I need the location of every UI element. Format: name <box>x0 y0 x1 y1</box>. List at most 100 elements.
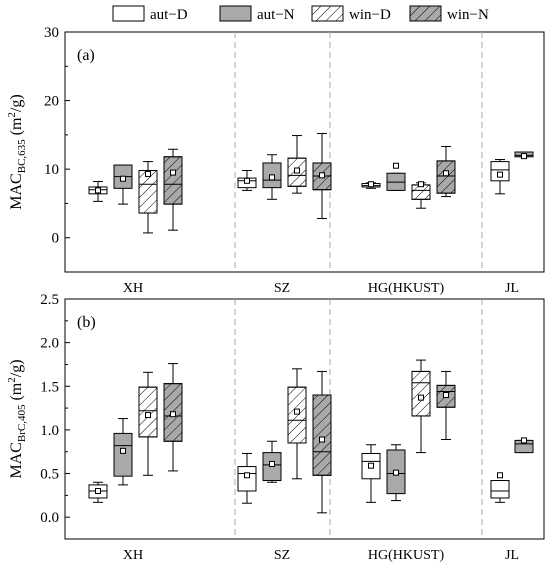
box-mean-marker <box>294 167 300 174</box>
box-hatch <box>436 160 456 194</box>
box-mean-marker <box>368 181 374 188</box>
box-mean-marker <box>497 472 503 479</box>
box-aut-N-JL <box>514 437 534 454</box>
legend-swatch <box>219 5 252 22</box>
box-mean-marker <box>170 411 176 418</box>
box-mean-marker <box>393 469 399 476</box>
box-aut-N-SZ <box>262 154 282 200</box>
legend-label: aut−D <box>150 7 188 23</box>
box-aut-D-SZ <box>237 452 257 504</box>
y-axis-label-main: MAC <box>8 442 25 478</box>
box-mean-marker <box>120 447 126 454</box>
y-axis-label-tail: /g) <box>8 94 25 112</box>
y-tick-label: 2.0 <box>40 336 59 352</box>
box-mean-marker <box>443 392 449 398</box>
box-mean-marker <box>418 181 424 188</box>
x-group-label: HG(HKUST) <box>368 548 445 563</box>
box-win-N-SZ <box>312 132 332 220</box>
y-tick-label: 0.5 <box>40 467 59 483</box>
legend-item: win−D <box>311 5 391 23</box>
y-tick-label: 2.5 <box>40 292 59 308</box>
y-axis-label: MACBC,635 (m2/g) <box>6 94 28 209</box>
box-win-D-HG-HKUST- <box>411 359 431 454</box>
box-hatch <box>138 386 158 438</box>
y-tick-label: 20 <box>44 94 59 110</box>
legend-item: win−N <box>409 5 489 23</box>
legend-label: win−D <box>349 7 391 23</box>
y-tick-label: 30 <box>44 25 59 41</box>
box-aut-N-HG-HKUST- <box>386 444 406 502</box>
box-body <box>113 432 133 477</box>
box-win-D-HG-HKUST- <box>411 181 431 209</box>
box-win-N-HG-HKUST- <box>436 146 456 198</box>
box-mean-marker <box>521 437 527 444</box>
x-group-label: XH <box>123 548 143 563</box>
legend-swatch-hatch <box>311 5 344 22</box>
y-axis-label-unit: (m <box>8 117 25 139</box>
box-mean-marker <box>521 153 527 160</box>
box-aut-D-HG-HKUST- <box>361 444 381 503</box>
panel-a: 0 10 20 30 MACBC,635 (m2/g) (a) XH SZ HG(HKUST) J… <box>6 25 545 296</box>
x-group-label: SZ <box>274 281 290 296</box>
y-axis-label-sup: 2 <box>6 112 18 118</box>
box-mean-marker <box>294 408 300 415</box>
box-mean-marker <box>319 172 325 179</box>
box-mean-marker <box>269 174 275 181</box>
box-mean-marker <box>170 169 176 176</box>
box-mean-marker <box>145 170 151 177</box>
box-aut-D-XH <box>88 180 108 202</box>
panel-b: 0.0 0.5 1.0 1.5 2.0 2.5 MACBrC,405 (m2/g) (b) XH… <box>6 292 545 563</box>
box-body <box>490 480 510 499</box>
box-hatch <box>138 170 158 214</box>
box-mean-marker <box>443 170 449 177</box>
box-mean-marker <box>269 460 275 467</box>
x-group-label: SZ <box>274 548 290 563</box>
box-hatch <box>411 370 431 417</box>
box-body <box>490 161 510 182</box>
box-win-D-XH <box>138 161 158 234</box>
box-mean-marker <box>95 488 101 494</box>
x-group-label: XH <box>123 281 143 296</box>
legend-swatch-hatch <box>409 5 442 22</box>
box-win-N-XH <box>163 148 183 231</box>
y-tick-label: 0 <box>52 231 60 247</box>
box-mean-marker <box>368 462 374 469</box>
box-aut-D-JL <box>490 472 510 503</box>
box-aut-N-HG-HKUST- <box>386 162 406 191</box>
box-mean-marker <box>244 472 250 479</box>
legend-swatch <box>112 5 145 22</box>
box-mean-marker <box>244 177 250 184</box>
y-tick-label: 0.0 <box>40 510 59 526</box>
y-axis-label-tail: /g) <box>8 359 25 377</box>
box-hatch <box>163 156 183 205</box>
box-aut-N-XH <box>113 418 133 486</box>
box-aut-N-SZ <box>262 440 282 483</box>
plot-frame <box>64 31 545 273</box>
box-aut-D-SZ <box>237 170 257 191</box>
y-axis-label-unit: (m <box>8 382 25 404</box>
box-body <box>237 466 257 492</box>
y-axis-label: MACBrC,405 (m2/g) <box>6 359 28 478</box>
y-tick-label: 10 <box>44 162 59 178</box>
box-mean-marker <box>418 394 424 401</box>
box-win-D-SZ <box>287 135 307 194</box>
box-aut-D-HG-HKUST- <box>361 181 381 189</box>
y-axis-label-main: MAC <box>8 173 25 209</box>
legend-label: aut−N <box>257 7 295 23</box>
y-tick-label: 1.5 <box>40 379 59 395</box>
box-mean-marker <box>319 436 325 443</box>
box-mean-marker <box>145 412 151 419</box>
box-win-N-XH <box>163 363 183 472</box>
box-win-D-XH <box>138 371 158 476</box>
box-win-D-SZ <box>287 368 307 480</box>
x-group-label: JL <box>505 281 519 296</box>
box-aut-N-JL <box>514 151 534 160</box>
y-axis-label-sub: BrC,405 <box>16 404 28 442</box>
box-mean-marker <box>120 175 126 182</box>
box-win-N-HG-HKUST- <box>436 370 456 441</box>
y-axis-label-sub: BC,635 <box>16 139 28 173</box>
box-mean-marker <box>497 171 503 178</box>
panel-label: (b) <box>77 314 96 331</box>
